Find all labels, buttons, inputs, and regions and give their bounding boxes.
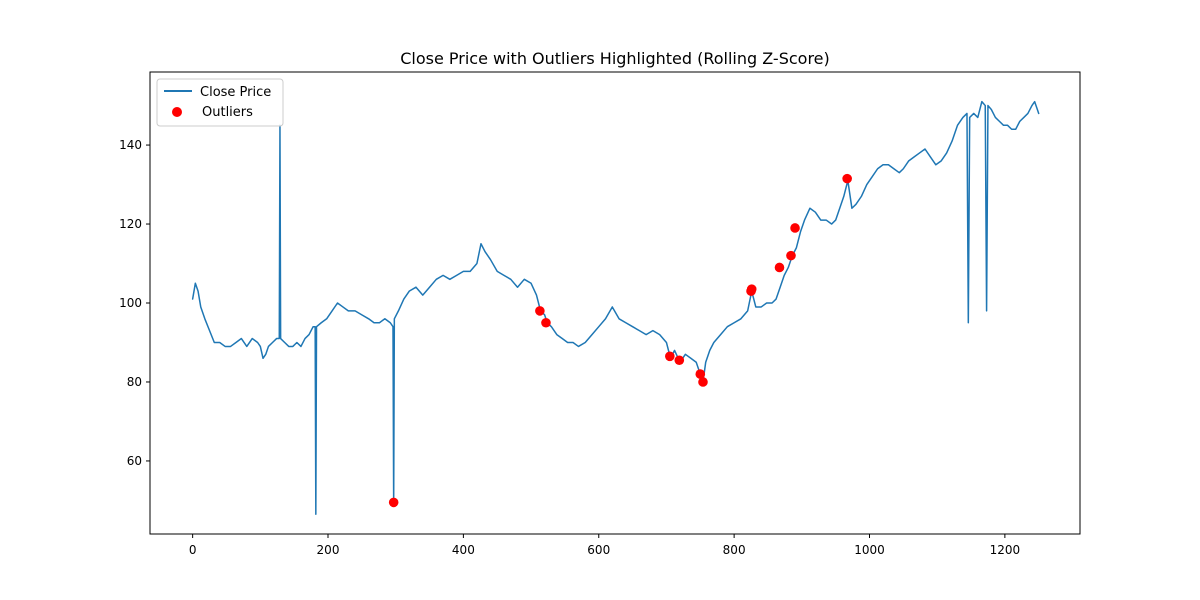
- x-tick-label: 1200: [990, 543, 1021, 557]
- plot-frame: [149, 71, 1081, 535]
- outlier-point: [786, 250, 796, 261]
- outlier-point: [674, 355, 685, 366]
- y-tick-label: 60: [127, 454, 142, 468]
- outlier-point: [790, 223, 800, 233]
- y-tick-label: 120: [119, 217, 142, 231]
- axes-ticks: 0 200 400 600 800 1000 1200 60 80 100 120 140: [119, 138, 1020, 557]
- outlier-point: [388, 497, 399, 508]
- outlier-point: [695, 369, 706, 379]
- outlier-point: [541, 317, 551, 328]
- outlier-point: [842, 173, 852, 184]
- outlier-point: [698, 377, 708, 387]
- plot-area: [150, 72, 1080, 534]
- y-tick-label: 140: [119, 138, 142, 152]
- y-tick-label: 100: [119, 296, 142, 310]
- y-tick-label: 80: [127, 375, 142, 389]
- legend-outlier-swatch: [172, 107, 182, 117]
- legend-close-price-label: Close Price: [200, 85, 271, 100]
- outlier-point: [535, 306, 545, 316]
- x-tick-label: 0: [189, 543, 197, 557]
- x-tick-label: 1000: [854, 543, 885, 557]
- close-price-line: [191, 100, 1040, 516]
- legend: Close Price Outliers: [156, 78, 284, 127]
- x-tick-label: 400: [452, 543, 475, 557]
- chart-title: Close Price with Outliers Highlighted (R…: [400, 49, 830, 68]
- outliers-layer: [388, 173, 852, 508]
- legend-outliers-label: Outliers: [202, 105, 253, 120]
- outlier-point: [774, 262, 785, 273]
- x-tick-label: 600: [587, 543, 610, 557]
- x-tick-label: 800: [723, 543, 746, 557]
- outlier-point: [665, 351, 675, 362]
- outlier-point: [746, 284, 757, 294]
- x-tick-label: 200: [317, 543, 340, 557]
